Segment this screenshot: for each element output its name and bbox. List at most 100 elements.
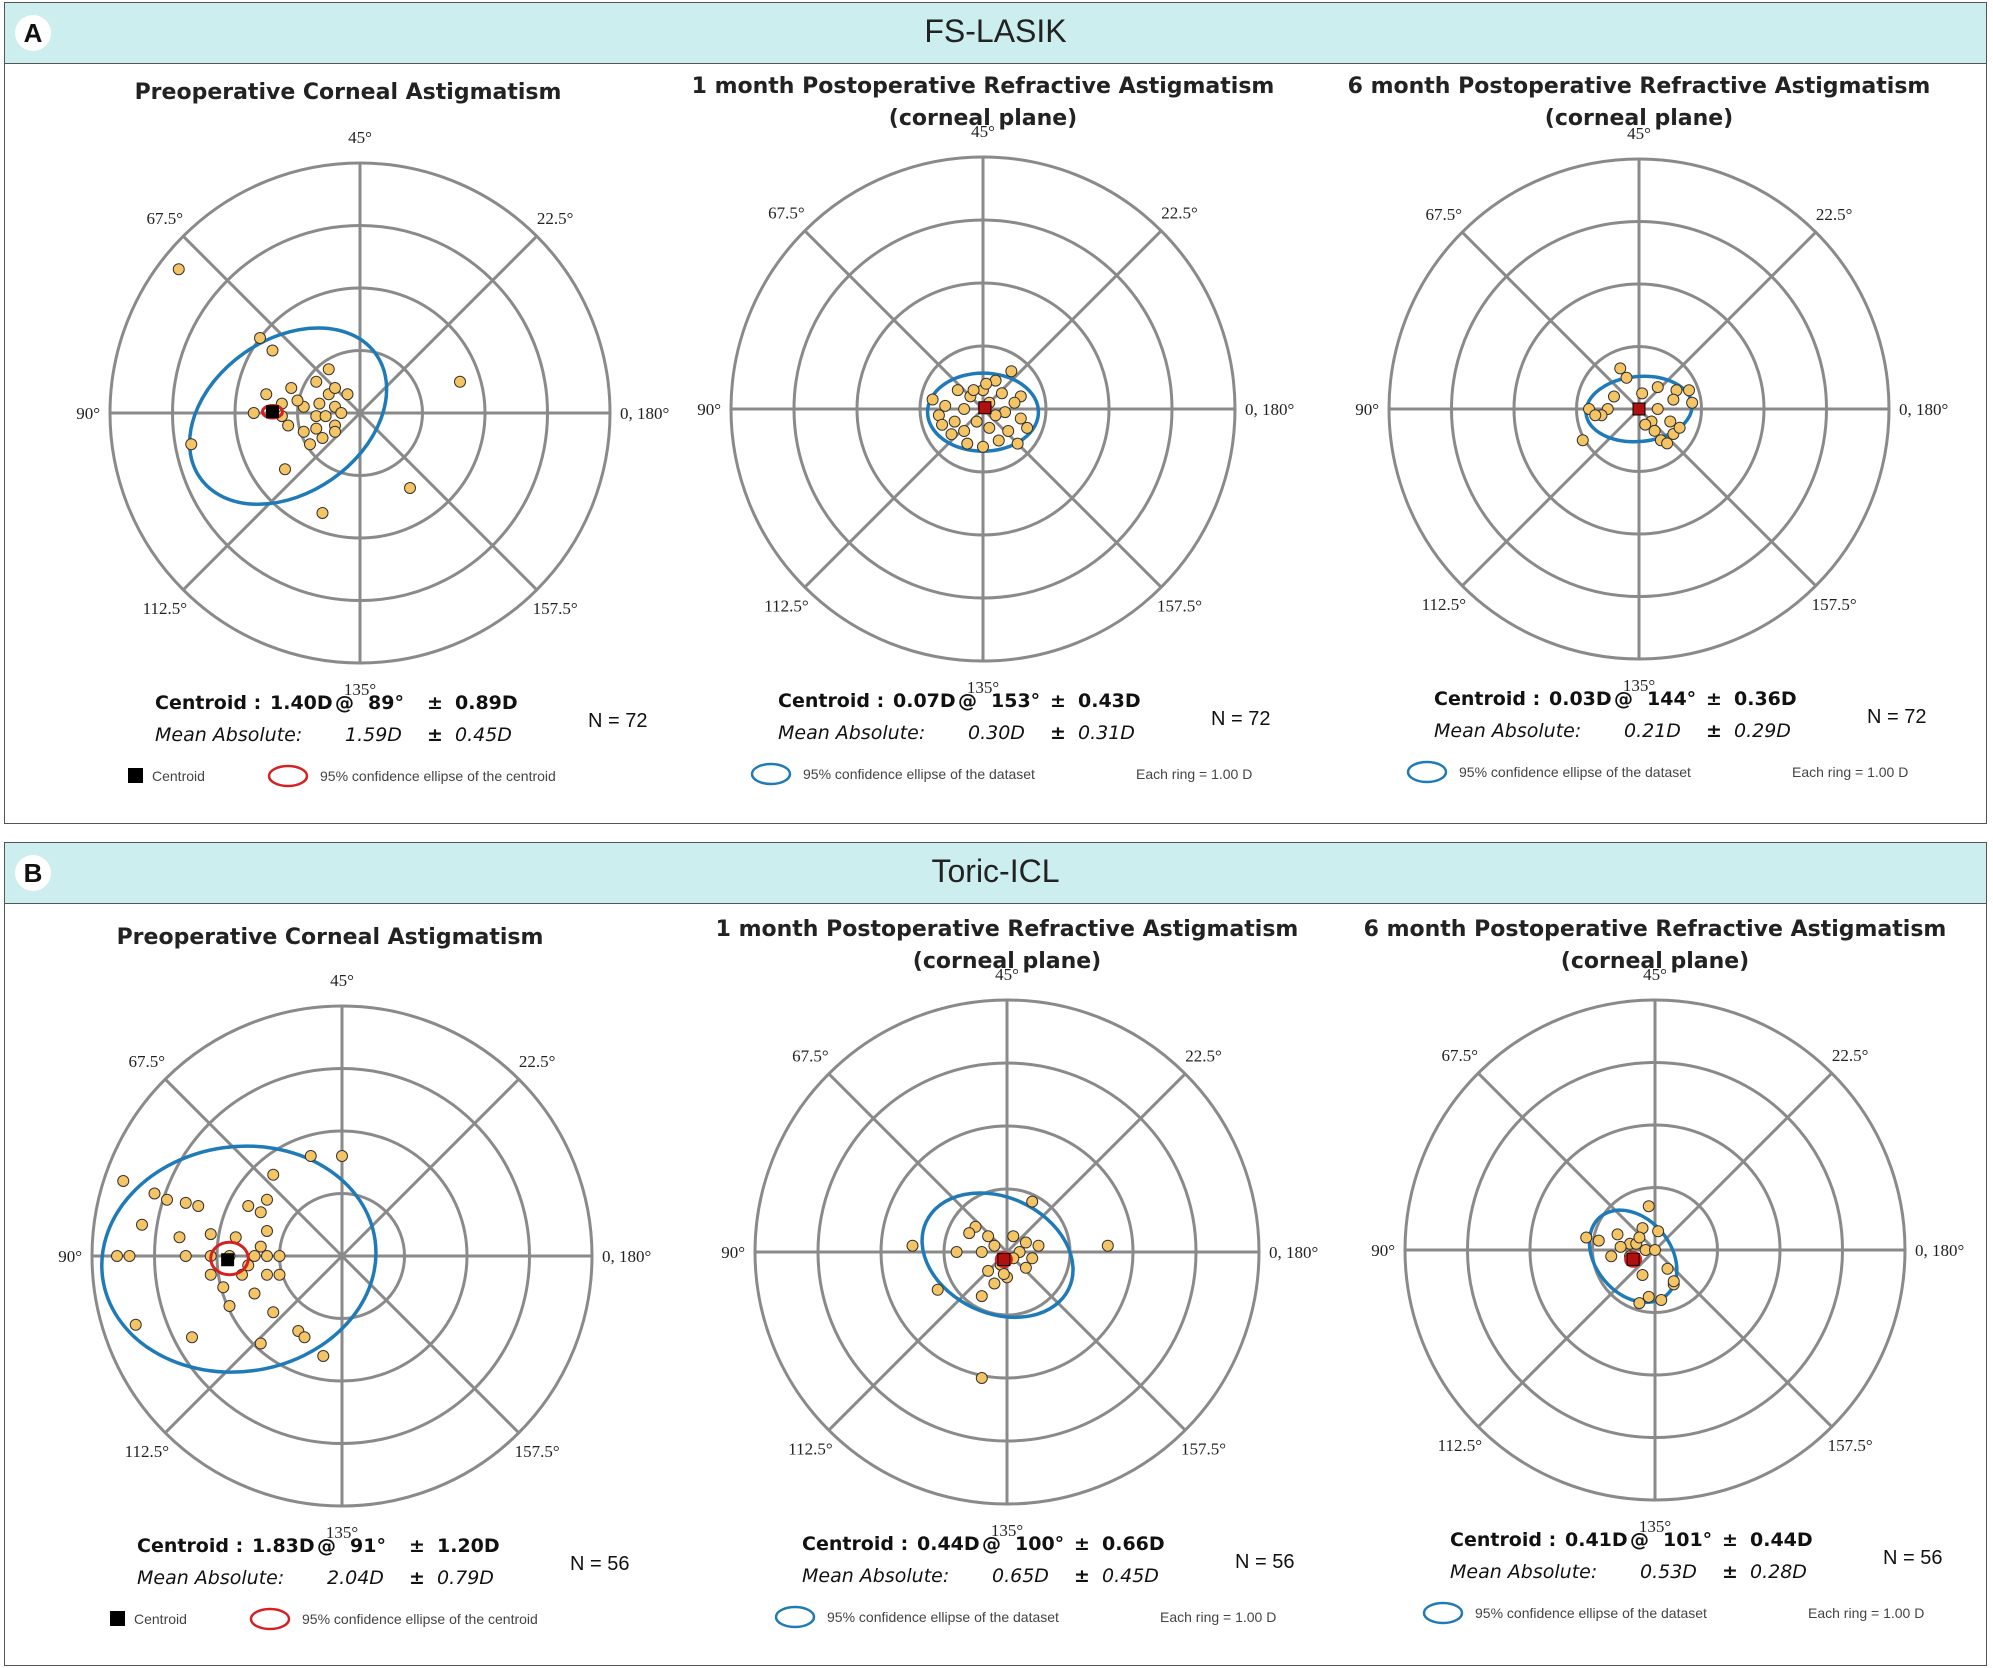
legend-label: 95% confidence ellipse of the centroid bbox=[302, 1611, 538, 1627]
data-point bbox=[285, 382, 298, 394]
plot-title: (corneal plane) bbox=[913, 949, 1101, 974]
mean-absolute-pm: ± bbox=[1706, 720, 1722, 742]
data-point bbox=[161, 1193, 173, 1206]
centroid-label: Centroid : bbox=[1434, 688, 1540, 710]
data-point bbox=[982, 1264, 995, 1277]
axis-label: 157.5° bbox=[1181, 1440, 1226, 1459]
axis-label: 0, 180° bbox=[1915, 1241, 1964, 1260]
axis-label: 157.5° bbox=[533, 599, 578, 618]
data-point bbox=[267, 1168, 280, 1181]
centroid-axis: 144° bbox=[1647, 688, 1696, 710]
axis-label: 22.5° bbox=[1161, 203, 1198, 222]
data-point bbox=[1589, 409, 1602, 422]
legend-red-ellipse-swatch bbox=[267, 764, 309, 788]
centroid-marker bbox=[221, 1253, 235, 1267]
sample-size: N = 56 bbox=[570, 1553, 629, 1575]
data-point bbox=[931, 1283, 944, 1296]
axis-label: 45° bbox=[330, 971, 354, 990]
data-point bbox=[148, 1187, 161, 1200]
panel-title: FS-LASIK bbox=[924, 13, 1067, 49]
mean-absolute-label: Mean Absolute: bbox=[137, 1567, 284, 1589]
data-point bbox=[926, 393, 939, 406]
mean-absolute-pm: ± bbox=[1074, 1565, 1090, 1587]
polar-spoke bbox=[981, 407, 1163, 589]
centroid-magnitude: 0.41D bbox=[1565, 1529, 1628, 1551]
legend-label: Centroid bbox=[152, 768, 205, 784]
polar-plot: 1 month Postoperative Refractive Astigma… bbox=[692, 74, 1294, 786]
polar-plots-toric-icl: Preoperative Corneal Astigmatism 45° 22.5°… bbox=[58, 917, 1964, 1631]
data-point bbox=[936, 418, 949, 431]
centroid-magnitude: 1.83D bbox=[252, 1535, 315, 1557]
axis-label: 0, 180° bbox=[1269, 1243, 1318, 1262]
data-point bbox=[1611, 1228, 1624, 1241]
centroid-confidence-ellipse bbox=[209, 1240, 250, 1277]
data-point bbox=[1642, 1290, 1655, 1303]
mean-absolute-pm: ± bbox=[409, 1567, 425, 1589]
data-point bbox=[261, 1268, 273, 1281]
data-point bbox=[136, 1218, 148, 1231]
centroid-sd: 0.43D bbox=[1078, 690, 1141, 712]
axis-label: 67.5° bbox=[1426, 205, 1463, 224]
centroid-magnitude: 0.07D bbox=[893, 690, 956, 712]
data-point bbox=[1639, 418, 1652, 431]
data-point bbox=[179, 1250, 192, 1262]
data-point bbox=[313, 397, 326, 410]
axis-label: 112.5° bbox=[764, 597, 808, 616]
data-point bbox=[217, 1281, 230, 1294]
axis-label: 45° bbox=[348, 128, 372, 147]
data-point bbox=[939, 399, 952, 412]
centroid-marker bbox=[266, 405, 279, 419]
data-point bbox=[322, 363, 335, 376]
data-point bbox=[982, 1230, 995, 1243]
mean-absolute-sd: 0.28D bbox=[1750, 1561, 1807, 1583]
data-point bbox=[1019, 1236, 1032, 1249]
data-point bbox=[1686, 396, 1699, 409]
centroid-label: Centroid : bbox=[137, 1535, 243, 1557]
data-point bbox=[1021, 421, 1034, 434]
legend-label: Centroid bbox=[134, 1611, 187, 1627]
mean-absolute-label: Mean Absolute: bbox=[1450, 1561, 1597, 1583]
data-point bbox=[1002, 425, 1015, 438]
data-point bbox=[1683, 384, 1695, 397]
data-point bbox=[173, 1231, 186, 1244]
data-point bbox=[1026, 1252, 1039, 1265]
polar-spoke bbox=[827, 1250, 1009, 1432]
plot-title: Preoperative Corneal Astigmatism bbox=[135, 80, 562, 105]
mean-absolute-sd: 0.29D bbox=[1734, 720, 1791, 742]
axis-label: 0, 180° bbox=[1899, 400, 1948, 419]
centroid-confidence-ellipse bbox=[994, 1251, 1013, 1268]
centroid-axis: 100° bbox=[1015, 1533, 1064, 1555]
centroid-axis: 91° bbox=[350, 1535, 386, 1557]
axis-label: 67.5° bbox=[768, 203, 805, 222]
polar-spoke bbox=[340, 1078, 520, 1258]
sample-size: N = 72 bbox=[1211, 708, 1270, 730]
polar-spoke bbox=[1653, 1072, 1833, 1252]
axis-label: 112.5° bbox=[1438, 1436, 1482, 1455]
data-point bbox=[304, 438, 316, 451]
data-point bbox=[1614, 362, 1627, 375]
data-point bbox=[279, 463, 291, 476]
axis-label: 90° bbox=[1355, 400, 1379, 419]
data-point bbox=[988, 1239, 1001, 1252]
polar-spoke bbox=[340, 1254, 520, 1434]
axis-label: 67.5° bbox=[792, 1046, 829, 1065]
data-point bbox=[316, 507, 329, 519]
centroid-at: @ bbox=[958, 690, 977, 712]
centroid-label: Centroid : bbox=[802, 1533, 908, 1555]
data-point bbox=[254, 1206, 267, 1219]
mean-absolute-value: 0.53D bbox=[1640, 1561, 1697, 1583]
data-point bbox=[975, 1246, 988, 1258]
data-point bbox=[975, 1290, 988, 1303]
polar-spoke bbox=[1637, 231, 1817, 411]
data-point bbox=[329, 425, 341, 438]
data-point bbox=[1636, 387, 1649, 400]
polar-spoke bbox=[1005, 1250, 1187, 1432]
polar-spoke bbox=[981, 229, 1163, 411]
data-point bbox=[317, 1350, 330, 1362]
data-point bbox=[950, 1246, 963, 1258]
data-point bbox=[1011, 437, 1024, 450]
data-point bbox=[948, 415, 961, 428]
centroid-axis: 89° bbox=[368, 692, 404, 714]
mean-absolute-label: Mean Absolute: bbox=[155, 724, 302, 746]
legend-ring-scale: Each ring = 1.00 D bbox=[1808, 1605, 1924, 1621]
